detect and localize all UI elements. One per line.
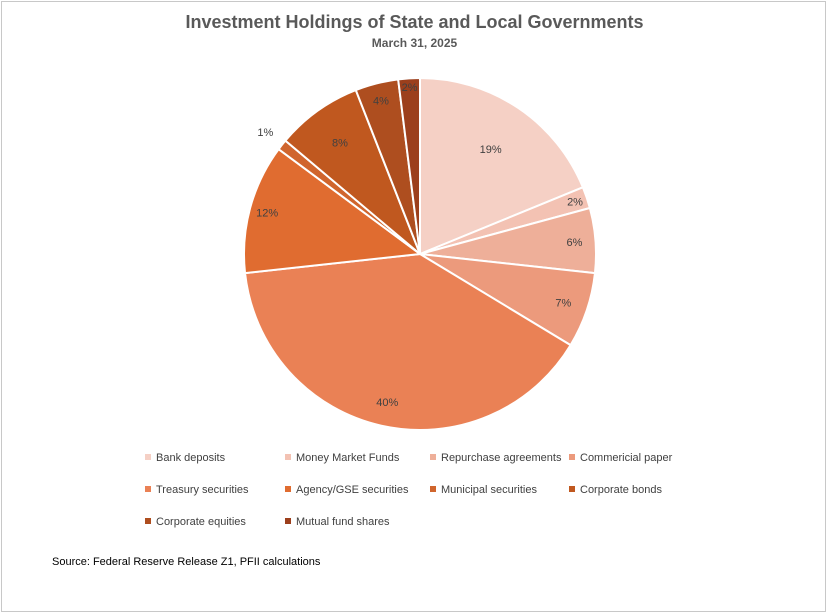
pie-slice-5 [243,147,423,275]
legend-swatch [285,454,291,461]
legend-swatch [145,486,151,493]
pie-slice-4 [243,252,572,431]
slice-label-2: 6% [566,237,582,249]
chart-subtitle: March 31, 2025 [371,36,458,50]
legend-item: Mutual fund shares [285,516,390,528]
legend-swatch [430,486,436,493]
slice-label-3: 7% [555,298,571,310]
legend-swatch [145,518,151,525]
legend-label: Municipal securities [441,484,537,496]
legend-swatch [285,486,291,493]
legend-swatch [569,454,575,461]
legend-swatch [145,454,151,461]
legend-item: Commericial paper [569,452,672,464]
legend-label: Commericial paper [580,452,673,464]
legend-label: Agency/GSE securities [296,484,409,496]
legend-item: Agency/GSE securities [285,484,409,496]
source-note: Source: Federal Reserve Release Z1, PFII… [52,556,321,568]
slice-label-6: 1% [257,127,273,139]
slice-label-8: 4% [373,95,389,107]
legend-swatch [285,518,291,525]
legend-label: Treasury securities [156,484,249,496]
legend-label: Repurchase agreements [441,452,562,464]
slice-label-1: 2% [567,196,583,208]
legend-item: Repurchase agreements [430,452,561,464]
legend-label: Corporate bonds [580,484,662,496]
slice-label-9: 2% [402,82,418,94]
pie-slice-0 [419,76,585,256]
legend-label: Bank deposits [156,452,226,464]
legend-item: Municipal securities [430,484,537,496]
legend-item: Corporate equities [145,516,246,528]
legend-item: Corporate bonds [569,484,662,496]
slice-label-7: 8% [332,137,348,149]
legend-item: Bank deposits [145,452,225,464]
pie-slice-9 [397,76,421,255]
legend-item: Treasury securities [145,484,249,496]
legend-label: Corporate equities [156,516,246,528]
legend-swatch [430,454,436,461]
chart-title: Investment Holdings of State and Local G… [185,12,644,32]
legend-label: Money Market Funds [296,452,400,464]
legend-item: Money Market Funds [285,452,399,464]
slice-label-0: 19% [480,144,502,156]
legend-swatch [569,486,575,493]
legend-label: Mutual fund shares [296,516,390,528]
slice-label-4: 40% [376,397,398,409]
slice-label-5: 12% [256,208,278,220]
